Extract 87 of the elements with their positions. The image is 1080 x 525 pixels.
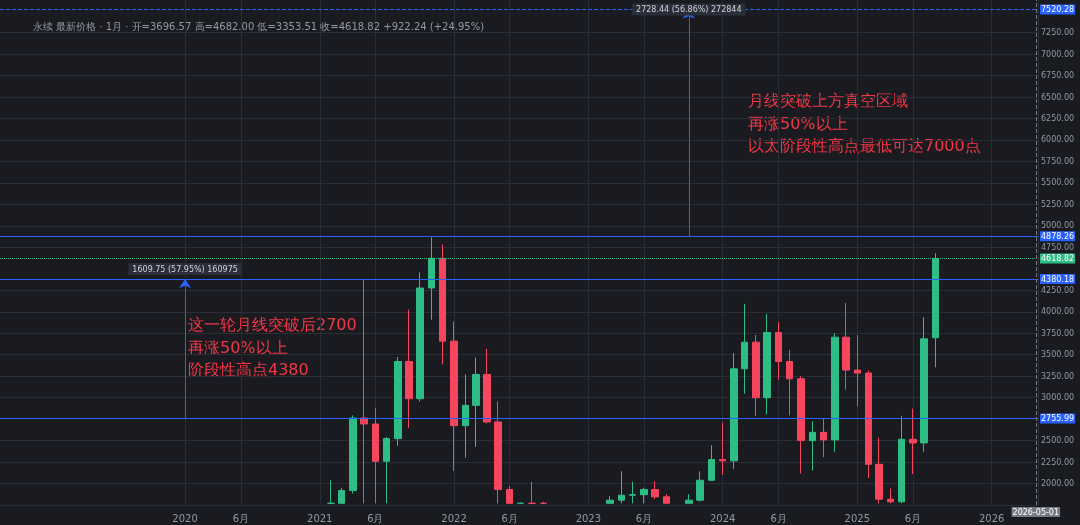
candlestick [349,414,357,494]
y-tick-label: 5000.00 [1041,221,1075,231]
ref-line-label: 4618.82 [1041,254,1075,264]
x-tick-label: 6月 [367,512,384,524]
candlestick [528,481,536,504]
candlestick [752,334,760,417]
x-tick-label: 2022 [441,512,467,524]
candlestick [741,303,748,395]
candlestick [696,470,704,503]
x-tick-label: 6月 [232,512,250,524]
candlestick [405,309,413,429]
ref-line-label: 7520.28 [1041,4,1075,14]
candlestick [640,487,648,504]
y-tick-label: 2250.00 [1041,457,1075,467]
candlestick [887,488,894,504]
candlestick [763,313,771,415]
ref-line-label: 2026-05-01 [1012,507,1060,517]
y-tick-label: 7250.00 [1041,28,1075,38]
candlestick [842,302,850,390]
candlestick [383,436,390,504]
candlestick [708,444,715,482]
candlestick [820,417,827,458]
ref-line-label: 4380.18 [1041,274,1075,284]
candlestick [775,321,782,381]
candlestick [372,407,379,504]
x-tick-label: 2021 [307,512,333,524]
y-tick-label: 5750.00 [1041,156,1075,166]
x-tick-label: 6月 [770,512,787,524]
candlestick [831,332,839,453]
candlestick [909,408,917,475]
candlestick [462,373,469,459]
candlestick [618,470,625,504]
annotation: 1609.75 (57.95%) 160975 [132,264,238,274]
candlestick [450,321,458,472]
candlestick [360,279,368,504]
candlestick [809,420,816,472]
ref-line-label: 2755.99 [1041,414,1075,424]
candlestick [786,349,793,416]
candlestick [865,369,872,479]
y-tick-label: 5500.00 [1041,178,1075,188]
y-tick-label: 6750.00 [1041,71,1075,81]
candlestick [338,487,345,504]
y-tick-label: 3000.00 [1041,393,1075,403]
candlestick [327,479,335,504]
y-tick-label: 3750.00 [1041,328,1075,338]
candlestick [797,375,805,475]
y-tick-label: 2000.00 [1041,479,1075,489]
x-tick-label: 2026 [978,512,1005,524]
y-tick-label: 6000.00 [1041,135,1075,145]
candlestick [606,495,614,504]
candlestick [439,244,446,365]
ref-line-label: 4878.26 [1041,231,1075,241]
candlestick [685,493,693,504]
y-tick-label: 6500.00 [1041,92,1075,102]
candlestick [663,493,670,504]
x-tick-label: 6月 [635,512,653,524]
candlestick [394,356,402,447]
y-tick-label: 3250.00 [1041,371,1075,381]
annotation: 2728.44 (56.86%) 272844 [636,4,742,14]
candlestick [483,348,491,424]
candlestick [920,316,928,453]
candlestick [719,422,726,476]
x-tick-label: 2023 [575,512,602,524]
y-tick-label: 6250.00 [1041,114,1075,124]
x-tick-label: 2020 [172,512,198,524]
candlestick [854,334,861,407]
candlestick [898,415,905,504]
x-tick-label: 6月 [904,512,922,524]
x-tick-label: 6月 [501,512,518,524]
candlestick [651,480,659,500]
candlestick [416,271,424,402]
candlestick [494,400,502,504]
candlestick [506,485,513,504]
y-tick-label: 3500.00 [1041,350,1075,360]
y-tick-label: 4000.00 [1041,307,1075,317]
y-tick-label: 5250.00 [1041,199,1075,209]
x-tick-label: 2024 [709,512,736,524]
text: 永续 最新价格 · 1月 · 开=3696.57 高=4682.00 低=3353.51 收=4618.82 +922.24 (+24.95%) [33,20,485,32]
y-tick-label: 7000.00 [1041,49,1075,59]
y-tick-label: 2500.00 [1041,436,1075,446]
y-tick-label: 4250.00 [1041,285,1075,295]
candlestick [875,437,883,504]
candlestick [629,481,636,504]
candlestick [730,352,738,470]
x-tick-label: 2025 [844,512,871,524]
y-tick-label: 4750.00 [1041,242,1075,252]
candlestick [472,356,480,448]
